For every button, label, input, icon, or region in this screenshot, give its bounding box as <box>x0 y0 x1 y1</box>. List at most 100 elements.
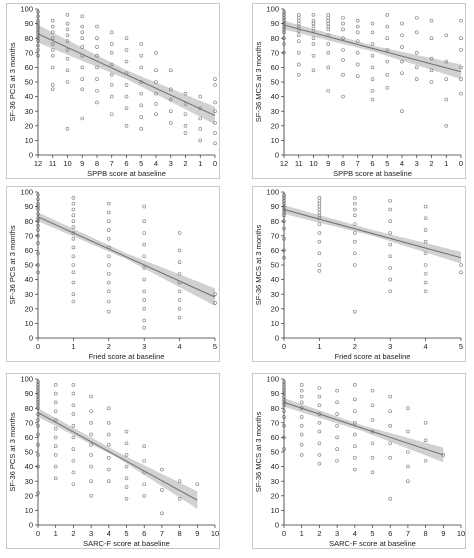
data-point <box>50 48 55 52</box>
data-point <box>139 103 144 108</box>
y-tick-label: 40 <box>25 275 33 284</box>
data-point <box>124 464 129 469</box>
data-point <box>124 48 129 52</box>
data-point <box>71 254 76 259</box>
data-point <box>459 91 463 96</box>
data-point <box>65 68 70 73</box>
data-point <box>414 15 419 20</box>
data-point <box>444 97 449 102</box>
data-point <box>388 219 392 224</box>
data-point <box>213 83 217 87</box>
data-point <box>89 479 93 483</box>
data-point <box>71 435 76 440</box>
data-point <box>326 33 331 38</box>
data-point <box>296 13 301 17</box>
data-point <box>370 77 375 81</box>
x-tick-label: 12 <box>280 159 288 168</box>
data-point <box>71 383 76 387</box>
data-point <box>370 88 375 93</box>
data-point <box>299 453 304 457</box>
y-axis-title: SF-36 MCS at 3 months <box>254 412 263 493</box>
y-tick-label: 50 <box>25 448 33 457</box>
data-point <box>385 36 390 41</box>
data-point <box>71 213 76 218</box>
data-point <box>355 62 360 67</box>
data-point <box>65 21 70 26</box>
y-tick-label: 60 <box>271 433 279 442</box>
confidence-band <box>284 397 444 463</box>
data-point <box>341 48 345 52</box>
data-point <box>160 467 164 472</box>
x-tick-label: 10 <box>309 159 317 168</box>
data-point <box>296 24 301 29</box>
data-point <box>406 450 410 454</box>
data-point <box>299 383 304 387</box>
x-tick-label: 0 <box>282 342 286 351</box>
data-point <box>65 48 70 52</box>
data-point <box>444 77 449 81</box>
data-point <box>177 231 182 235</box>
y-tick-label: 50 <box>271 261 279 270</box>
data-point <box>71 207 76 212</box>
data-point <box>195 482 200 486</box>
data-point <box>414 77 419 81</box>
data-point <box>71 219 76 224</box>
data-point <box>388 456 392 460</box>
data-point <box>317 210 322 215</box>
data-point <box>198 138 203 143</box>
y-tick-label: 90 <box>271 202 279 211</box>
data-point <box>107 406 111 411</box>
data-point <box>50 53 55 58</box>
data-point <box>355 74 360 78</box>
data-point <box>326 24 331 29</box>
data-point <box>388 394 392 399</box>
data-point <box>355 18 360 23</box>
y-tick-label: 50 <box>271 448 279 457</box>
data-point <box>388 441 392 446</box>
y-axis-title: SF-36 MCS at 3 months <box>254 225 263 306</box>
data-point <box>317 263 322 267</box>
x-tick-label: 2 <box>317 529 321 538</box>
confidence-band <box>38 408 198 509</box>
panel-fried-pcs: 0 1 2 3 4 5 0 10 20 30 40 50 60 70 80 90 100 Fried score … <box>6 186 220 362</box>
data-point <box>95 24 99 29</box>
y-tick-label: 0 <box>275 151 279 160</box>
data-point <box>353 420 357 425</box>
data-point <box>296 62 301 67</box>
data-point <box>429 80 434 84</box>
data-point <box>317 269 322 273</box>
panel-sppb-mcs: 12 11 10 9 8 7 6 5 4 3 2 1 0 0 10 20 30 40 50 60 70 80 90 100 SP… <box>252 3 466 179</box>
data-point <box>168 68 173 73</box>
data-point <box>95 88 99 93</box>
data-point <box>423 263 428 267</box>
data-point <box>124 94 129 99</box>
data-point <box>177 307 182 311</box>
data-point <box>107 210 111 215</box>
x-tick-label: 4 <box>178 342 182 351</box>
y-tick-label: 70 <box>271 48 279 57</box>
x-tick-label: 2 <box>183 159 187 168</box>
data-point <box>71 470 76 475</box>
x-tick-label: 1 <box>54 529 58 538</box>
data-point <box>142 318 146 323</box>
data-point <box>385 72 390 77</box>
x-tick-label: 8 <box>178 529 182 538</box>
data-point <box>80 24 85 29</box>
y-tick-label: 70 <box>25 48 33 57</box>
data-point <box>317 441 322 446</box>
data-point <box>124 496 129 501</box>
data-point <box>353 231 357 235</box>
x-tick-label: 12 <box>34 159 42 168</box>
data-point <box>50 36 55 41</box>
x-tick-label: 0 <box>282 529 286 538</box>
x-tick-label: 11 <box>295 159 303 168</box>
data-point <box>142 444 146 448</box>
data-point <box>385 59 390 64</box>
data-point <box>124 83 129 87</box>
data-point <box>177 260 182 264</box>
x-tick-label: 2 <box>429 159 433 168</box>
data-point <box>335 412 339 416</box>
data-point <box>335 435 339 440</box>
data-point <box>213 301 217 305</box>
